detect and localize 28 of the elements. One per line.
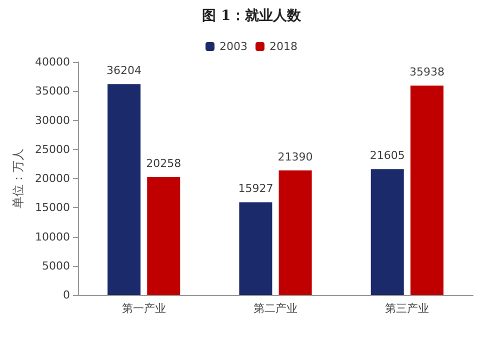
y-tick-label: 25000	[35, 142, 70, 156]
x-tick-label: 第二产业	[254, 302, 298, 315]
y-tick-label: 35000	[35, 84, 70, 98]
legend-label: 2003	[220, 40, 248, 53]
chart-title: 图 1：就业人数	[202, 8, 302, 24]
bar	[370, 169, 404, 295]
bar	[147, 176, 180, 295]
x-tick-label: 第一产业	[122, 302, 166, 315]
y-tick-label: 40000	[35, 56, 70, 68]
y-axis-title: 单位：万人	[11, 148, 26, 208]
bar	[410, 86, 444, 295]
x-tick-label: 第三产业	[385, 302, 430, 315]
y-tick-label: 20000	[35, 172, 70, 185]
data-label: 20258	[146, 156, 182, 170]
data-label: 21390	[278, 150, 313, 164]
legend-label: 2018	[270, 40, 298, 53]
data-label: 21605	[370, 149, 405, 162]
data-label: 35938	[409, 66, 444, 79]
y-tick-label: 15000	[35, 201, 70, 214]
bar	[278, 170, 312, 295]
bar	[108, 84, 141, 295]
y-tick-label: 30000	[35, 114, 70, 127]
bar	[239, 202, 272, 295]
data-label: 15927	[238, 182, 274, 196]
data-label: 36204	[106, 64, 142, 78]
y-tick-label: 5000	[42, 259, 70, 272]
y-tick-label: 10000	[35, 230, 70, 244]
y-tick-label: 0	[63, 288, 70, 302]
